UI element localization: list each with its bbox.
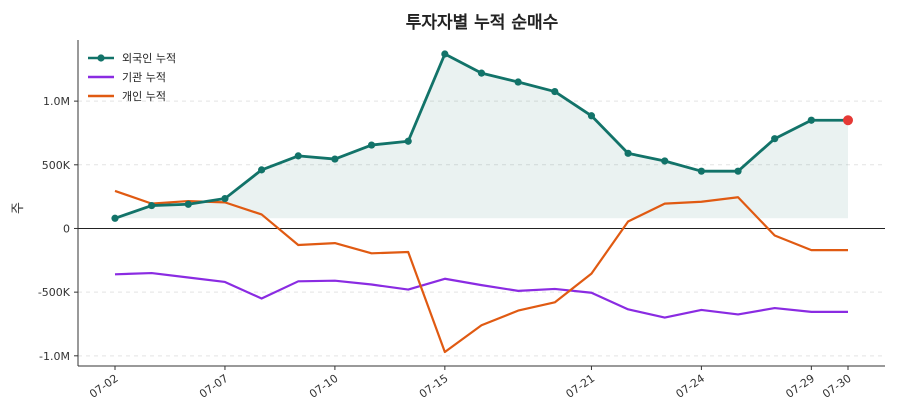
grid-layer xyxy=(78,100,885,357)
series-line xyxy=(114,189,848,354)
x-tick-label: 07-15 xyxy=(417,372,451,401)
data-point xyxy=(331,155,339,163)
data-point xyxy=(734,167,742,175)
x-tick-label: 07-21 xyxy=(564,372,598,401)
data-point xyxy=(258,166,266,174)
data-point xyxy=(367,141,376,149)
data-point xyxy=(587,112,596,120)
data-point xyxy=(551,87,559,96)
data-point xyxy=(111,214,119,222)
legend-label: 외국인 누적 xyxy=(122,52,176,65)
y-tick-label: 1.0M xyxy=(43,95,70,108)
y-axis-label: 주 xyxy=(11,202,26,214)
legend-label: 기관 누적 xyxy=(122,71,166,84)
x-tick-label: 07-07 xyxy=(197,372,231,401)
data-point xyxy=(404,137,412,145)
series-layer xyxy=(111,50,853,354)
x-tick-label: 07-02 xyxy=(87,372,121,401)
data-point xyxy=(477,69,486,77)
last-point-marker xyxy=(843,115,853,126)
x-tick-label: 07-24 xyxy=(673,372,707,401)
series-line xyxy=(114,271,848,319)
chart-title: 투자자별 누적 순매수 xyxy=(406,13,559,33)
data-point xyxy=(221,194,229,203)
y-tick-label: -500K xyxy=(38,286,71,299)
data-point xyxy=(697,167,706,175)
series-area-fill xyxy=(115,54,848,219)
data-point xyxy=(624,149,632,157)
data-point xyxy=(771,135,779,143)
data-point xyxy=(807,116,815,124)
data-point xyxy=(514,78,522,86)
data-point xyxy=(184,200,192,208)
x-tick-label: 07-29 xyxy=(783,372,817,401)
legend-marker xyxy=(97,54,105,62)
fill-layer xyxy=(115,54,848,219)
legend-label: 개인 누적 xyxy=(122,90,166,103)
data-point xyxy=(148,201,156,210)
x-tick-label: 07-30 xyxy=(820,372,854,401)
data-point xyxy=(661,157,669,165)
data-point xyxy=(294,152,302,160)
data-point xyxy=(441,50,449,58)
x-tick-label: 07-10 xyxy=(307,372,341,401)
y-tick-label: 500K xyxy=(42,159,71,172)
y-tick-label: 0 xyxy=(63,222,70,235)
y-tick-label: -1.0M xyxy=(39,350,70,363)
